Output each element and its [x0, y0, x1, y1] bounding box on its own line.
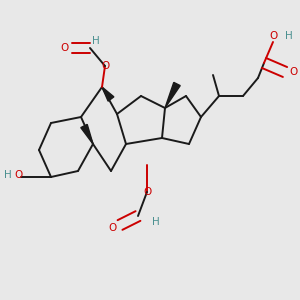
Text: H: H	[4, 170, 12, 181]
Text: H: H	[285, 31, 293, 41]
Text: H: H	[92, 35, 100, 46]
Polygon shape	[102, 87, 114, 101]
Text: O: O	[290, 67, 298, 77]
Polygon shape	[165, 82, 180, 108]
Polygon shape	[81, 124, 93, 144]
Text: O: O	[60, 43, 69, 53]
Text: O: O	[269, 31, 277, 41]
Text: H: H	[152, 217, 160, 227]
Text: O: O	[108, 223, 117, 233]
Text: O: O	[143, 187, 151, 197]
Text: O: O	[14, 170, 22, 181]
Text: O: O	[101, 61, 109, 71]
